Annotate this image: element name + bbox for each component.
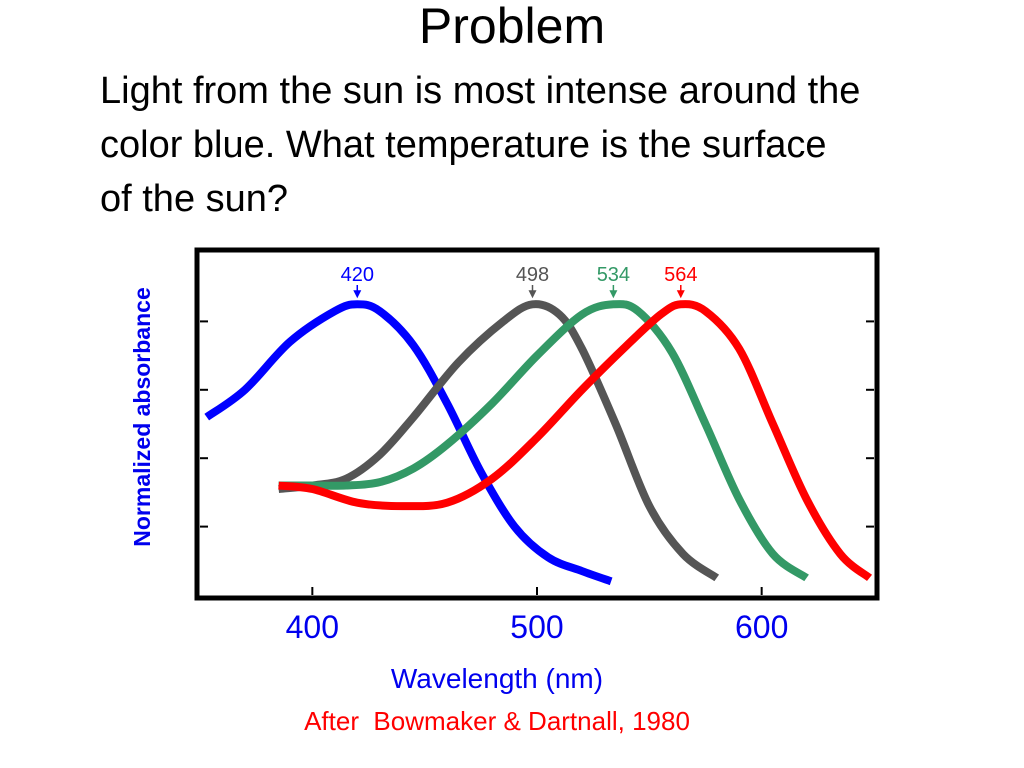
peak-label-564: 564 xyxy=(664,264,697,286)
problem-text-line: color blue. What temperature is the surf… xyxy=(100,124,827,166)
problem-text-line: Light from the sun is most intense aroun… xyxy=(100,70,861,112)
peak-label-420: 420 xyxy=(341,264,374,286)
y-axis-label: Normalized absorbance xyxy=(129,287,155,546)
x-tick-labels: 400 500 600 xyxy=(286,609,789,645)
peak-label-534: 534 xyxy=(597,264,630,286)
problem-text: Light from the sun is most intense aroun… xyxy=(100,64,980,226)
x-axis-label: Wavelength (nm) xyxy=(391,663,603,694)
x-tick-label: 500 xyxy=(510,609,563,645)
series-line-534 xyxy=(278,300,809,582)
chart-series-group xyxy=(204,300,873,586)
peak-arrowhead-564 xyxy=(676,290,685,299)
x-tick-label: 600 xyxy=(735,609,788,645)
peak-label-498: 498 xyxy=(516,264,549,286)
chart-ticks xyxy=(200,320,874,595)
slide-title: Problem xyxy=(418,0,606,54)
peak-arrowhead-420 xyxy=(353,290,362,299)
x-tick-label: 400 xyxy=(286,609,339,645)
problem-text-line: of the sun? xyxy=(100,178,289,220)
series-line-564 xyxy=(278,300,873,582)
chart-credit: After Bowmaker & Dartnall, 1980 xyxy=(304,706,690,736)
peak-arrowhead-498 xyxy=(528,290,537,299)
series-line-420 xyxy=(204,300,613,586)
peak-arrowhead-534 xyxy=(609,290,618,299)
chart-frame xyxy=(194,247,880,601)
series-line-498 xyxy=(278,300,720,582)
chart-peak-markers: 420 498 534 564 xyxy=(341,264,697,299)
